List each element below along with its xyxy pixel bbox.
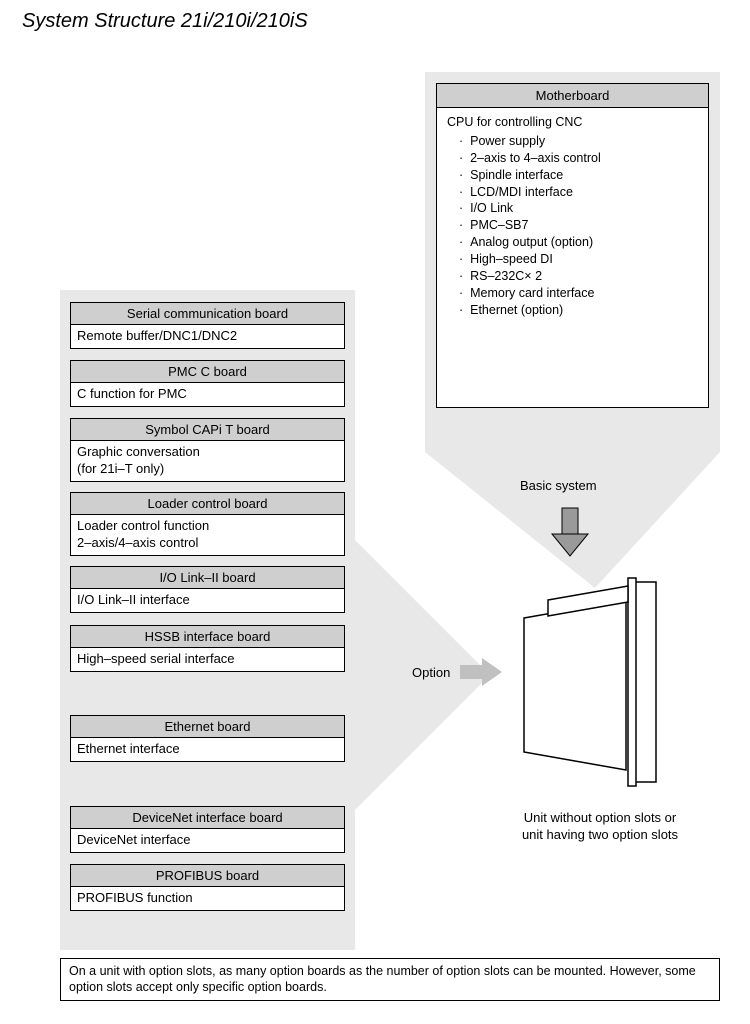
board-body: Loader control function2–axis/4–axis con… [71,515,344,555]
board-body: Ethernet interface [71,738,344,761]
motherboard-main: CPU for controlling CNC [447,114,698,131]
motherboard-item: LCD/MDI interface [447,184,698,201]
motherboard-body: CPU for controlling CNC Power supply2–ax… [437,108,708,325]
option-board: PMC C board C function for PMC [70,360,345,407]
page-title: System Structure 21i/210i/210iS [22,10,308,33]
unit-icon [524,578,656,786]
option-board: DeviceNet interface board DeviceNet inte… [70,806,345,853]
option-label: Option [412,665,450,680]
board-header: Serial communication board [71,303,344,325]
motherboard-item: I/O Link [447,200,698,217]
board-body: Remote buffer/DNC1/DNC2 [71,325,344,348]
board-header: HSSB interface board [71,626,344,648]
option-board: HSSB interface board High–speed serial i… [70,625,345,672]
board-header: PMC C board [71,361,344,383]
board-header: PROFIBUS board [71,865,344,887]
motherboard-item: Ethernet (option) [447,302,698,319]
board-header: Symbol CAPi T board [71,419,344,441]
motherboard-item: 2–axis to 4–axis control [447,150,698,167]
motherboard-box: Motherboard CPU for controlling CNC Powe… [436,83,709,408]
board-header: DeviceNet interface board [71,807,344,829]
motherboard-item: Power supply [447,133,698,150]
motherboard-item: Spindle interface [447,167,698,184]
motherboard-item: High–speed DI [447,251,698,268]
unit-caption: Unit without option slots or unit having… [520,810,680,844]
option-board: Loader control board Loader control func… [70,492,345,556]
right-arrow-icon [460,658,502,686]
board-header: Loader control board [71,493,344,515]
motherboard-header: Motherboard [437,84,708,108]
board-body: PROFIBUS function [71,887,344,910]
footnote: On a unit with option slots, as many opt… [60,958,720,1001]
motherboard-item: RS–232C× 2 [447,268,698,285]
option-board: Symbol CAPi T board Graphic conversation… [70,418,345,482]
board-header: I/O Link–II board [71,567,344,589]
board-body: High–speed serial interface [71,648,344,671]
motherboard-item: Memory card interface [447,285,698,302]
option-board: PROFIBUS board PROFIBUS function [70,864,345,911]
option-board: Ethernet board Ethernet interface [70,715,345,762]
board-body: I/O Link–II interface [71,589,344,612]
motherboard-list: Power supply2–axis to 4–axis controlSpin… [447,133,698,319]
board-body: DeviceNet interface [71,829,344,852]
basic-system-label: Basic system [520,478,597,493]
option-board: Serial communication board Remote buffer… [70,302,345,349]
down-arrow-icon [552,508,588,556]
page: System Structure 21i/210i/210iS [0,0,750,1024]
motherboard-item: PMC–SB7 [447,217,698,234]
motherboard-item: Analog output (option) [447,234,698,251]
board-header: Ethernet board [71,716,344,738]
board-body: Graphic conversation(for 21i–T only) [71,441,344,481]
board-body: C function for PMC [71,383,344,406]
option-board: I/O Link–II board I/O Link–II interface [70,566,345,613]
